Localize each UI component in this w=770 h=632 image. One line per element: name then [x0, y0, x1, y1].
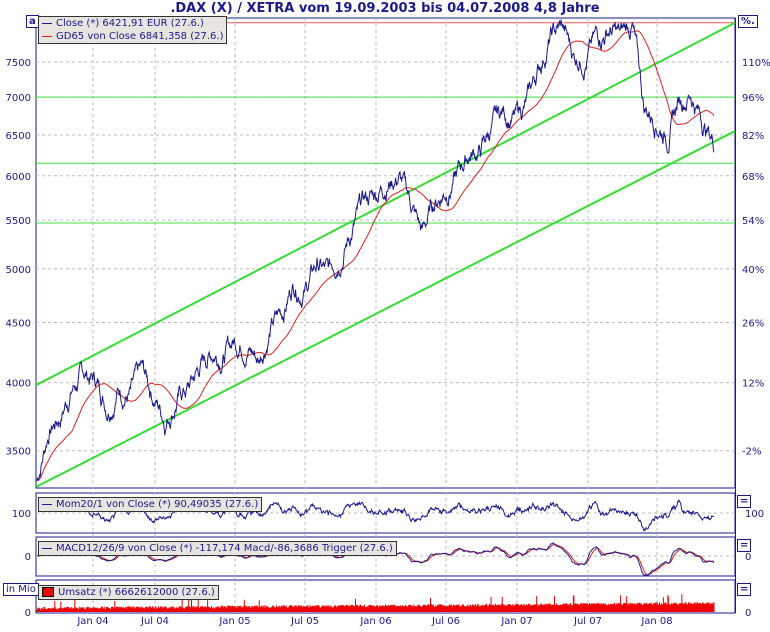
- y-tick-label: 3500: [6, 447, 31, 458]
- channel-upper-line: [35, 21, 736, 387]
- x-tick-label: Jul 06: [431, 616, 460, 627]
- volume-unit-label: in Mio: [3, 583, 39, 596]
- macd-legend: MACD12/26/9 von Close (*) -117,174 Macd/…: [38, 541, 397, 556]
- x-tick-label: Jan 08: [640, 616, 672, 627]
- macd-toggle-button[interactable]: =: [737, 539, 752, 552]
- y-tick-label-right: 12%: [742, 379, 764, 390]
- legend-close: Close (*) 6421,91 EUR (27.6.): [42, 17, 223, 30]
- percent-button[interactable]: %.: [738, 15, 758, 28]
- y-tick-label-right: 68%: [742, 172, 764, 183]
- legend-close-label: Close (*) 6421,91 EUR (27.6.): [56, 18, 204, 29]
- main-legend: Close (*) 6421,91 EUR (27.6.) GD65 von C…: [38, 16, 228, 44]
- chart-title: .DAX (X) / XETRA vom 19.09.2003 bis 04.0…: [170, 1, 600, 16]
- mom-legend-label: Mom20/1 von Close (*) 90,49035 (27.6.): [56, 499, 259, 510]
- y-tick-label-right: 40%: [742, 265, 764, 276]
- mom-toggle-button[interactable]: =: [737, 495, 752, 508]
- y-tick-label-right: 26%: [742, 319, 764, 330]
- x-tick-label: Jul 04: [140, 616, 169, 627]
- mom-tick-label-right: 100: [745, 509, 764, 520]
- y-tick-label: 4500: [6, 319, 31, 330]
- corner-button[interactable]: a: [26, 15, 39, 28]
- panel-frame: [35, 17, 736, 489]
- volume-bars: [36, 594, 715, 612]
- x-tick-label: Jan 04: [76, 616, 108, 627]
- gd65-swatch: [42, 35, 52, 37]
- x-tick-label: Jan 05: [218, 616, 250, 627]
- close-line: [36, 19, 715, 481]
- volume-swatch: [42, 587, 54, 597]
- mom-line: [47, 499, 715, 533]
- legend-gd65-label: GD65 von Close 6841,358 (27.6.): [56, 31, 224, 42]
- x-tick-label: Jul 07: [573, 616, 602, 627]
- macd-swatch: [42, 547, 52, 549]
- x-tick-label: Jan 07: [500, 616, 532, 627]
- x-tick-label: Jan 06: [359, 616, 391, 627]
- volume-legend-label: Umsatz (*) 6662612000 (27.6.): [58, 587, 215, 598]
- y-tick-label-right: 110%: [742, 58, 770, 69]
- volume-tick-label: 0: [25, 608, 31, 619]
- volume-toggle-button[interactable]: =: [737, 583, 752, 596]
- gd65-line: [36, 30, 715, 481]
- volume-legend: Umsatz (*) 6662612000 (27.6.): [38, 585, 219, 600]
- y-tick-label-right: -2%: [742, 447, 761, 458]
- mom-swatch: [42, 503, 52, 505]
- legend-gd65: GD65 von Close 6841,358 (27.6.): [42, 30, 223, 43]
- x-tick-label: Jul 05: [290, 616, 319, 627]
- channel-lower-line: [35, 130, 736, 488]
- mom-legend: Mom20/1 von Close (*) 90,49035 (27.6.): [38, 497, 263, 512]
- y-tick-label: 5500: [6, 216, 31, 227]
- macd-tick-label: 0: [25, 552, 31, 563]
- y-tick-label: 7500: [6, 58, 31, 69]
- y-tick-label: 6500: [6, 131, 31, 142]
- y-tick-label-right: 96%: [742, 93, 764, 104]
- macd-tick-label-right: 0: [745, 552, 751, 563]
- mom-tick-label: 100: [12, 509, 31, 520]
- volume-tick-label-right: 0: [745, 608, 751, 619]
- y-tick-label: 5000: [6, 265, 31, 276]
- y-tick-label: 4000: [6, 379, 31, 390]
- close-swatch: [42, 22, 52, 24]
- y-tick-label: 7000: [6, 93, 31, 104]
- y-tick-label-right: 82%: [742, 131, 764, 142]
- macd-legend-label: MACD12/26/9 von Close (*) -117,174 Macd/…: [56, 543, 393, 554]
- right-axis-line: [735, 18, 736, 613]
- y-tick-label-right: 54%: [742, 216, 764, 227]
- y-tick-label: 6000: [6, 172, 31, 183]
